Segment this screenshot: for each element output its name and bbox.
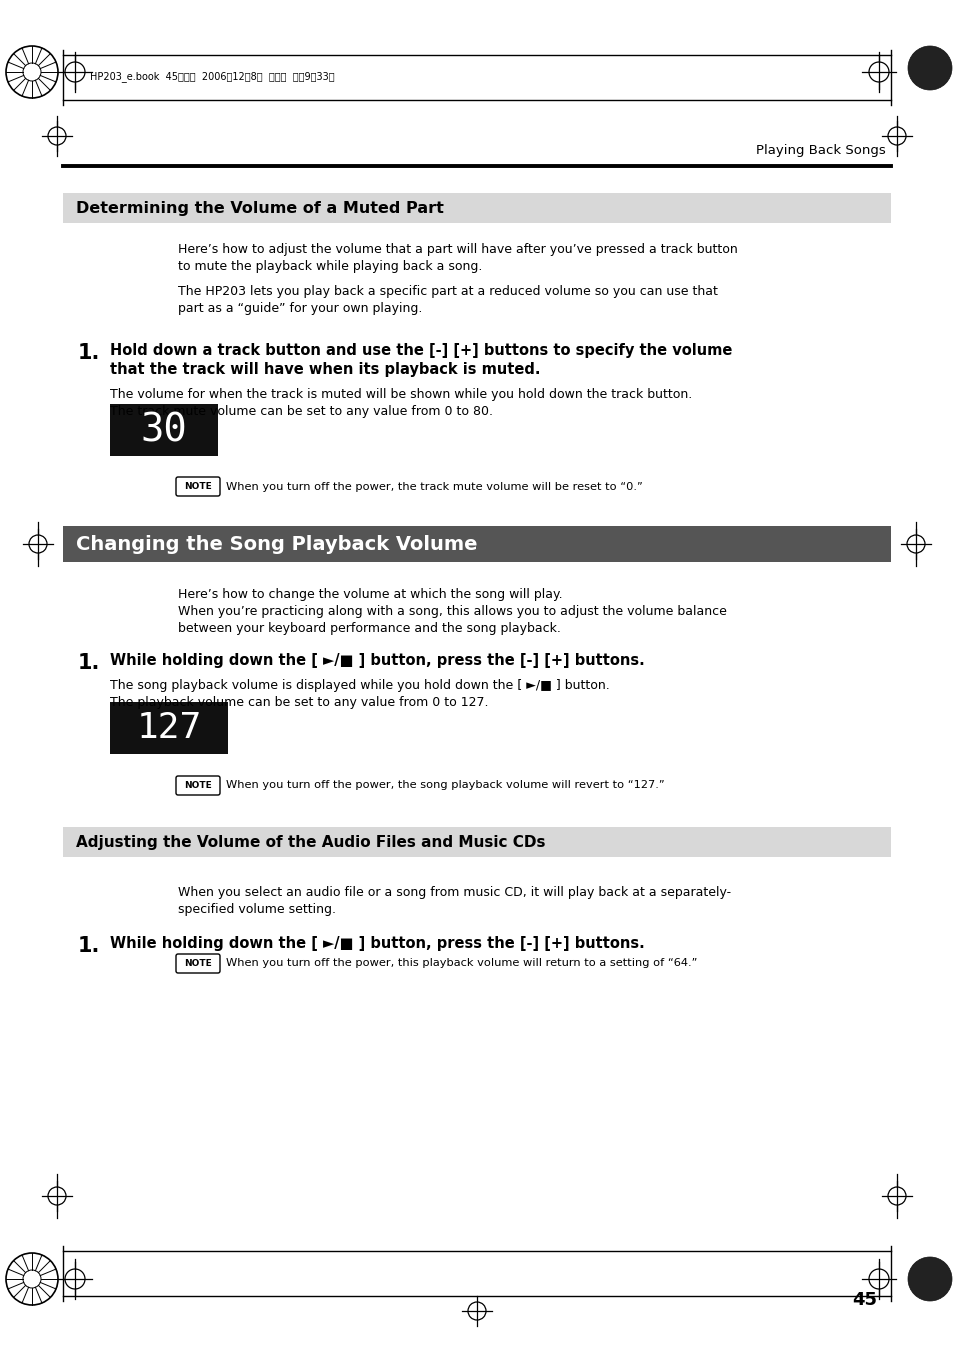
Text: The playback volume can be set to any value from 0 to 127.: The playback volume can be set to any va…	[110, 696, 488, 709]
Text: While holding down the [ ►/■ ] button, press the [-] [+] buttons.: While holding down the [ ►/■ ] button, p…	[110, 936, 644, 951]
Text: Here’s how to adjust the volume that a part will have after you’ve pressed a tra: Here’s how to adjust the volume that a p…	[178, 243, 737, 255]
Text: NOTE: NOTE	[184, 482, 212, 490]
Text: to mute the playback while playing back a song.: to mute the playback while playing back …	[178, 259, 482, 273]
Text: Adjusting the Volume of the Audio Files and Music CDs: Adjusting the Volume of the Audio Files …	[76, 835, 545, 850]
Text: When you select an audio file or a song from music CD, it will play back at a se: When you select an audio file or a song …	[178, 886, 730, 898]
Text: Here’s how to change the volume at which the song will play.: Here’s how to change the volume at which…	[178, 588, 562, 601]
Text: The song playback volume is displayed while you hold down the [ ►/■ ] button.: The song playback volume is displayed wh…	[110, 680, 609, 692]
Text: HP203_e.book  45ページ  2​0​0​6年1​2月8日  金曜日  午前9時33分: HP203_e.book 45ページ 2​0​0​6年1​2月8日 金曜日 午前…	[90, 72, 335, 82]
FancyBboxPatch shape	[63, 193, 890, 223]
Circle shape	[907, 1256, 951, 1301]
Text: 45: 45	[851, 1292, 876, 1309]
Text: Determining the Volume of a Muted Part: Determining the Volume of a Muted Part	[76, 200, 443, 216]
Text: NOTE: NOTE	[184, 959, 212, 969]
Text: When you turn off the power, the song playback volume will revert to “127.”: When you turn off the power, the song pl…	[226, 781, 664, 790]
FancyBboxPatch shape	[175, 775, 220, 794]
FancyBboxPatch shape	[110, 703, 228, 754]
Circle shape	[907, 46, 951, 91]
FancyBboxPatch shape	[110, 404, 218, 457]
Text: The track mute volume can be set to any value from 0 to 80.: The track mute volume can be set to any …	[110, 405, 493, 417]
Text: that the track will have when its playback is muted.: that the track will have when its playba…	[110, 362, 540, 377]
Text: When you’re practicing along with a song, this allows you to adjust the volume b: When you’re practicing along with a song…	[178, 605, 726, 617]
Text: While holding down the [ ►/■ ] button, press the [-] [+] buttons.: While holding down the [ ►/■ ] button, p…	[110, 653, 644, 667]
Text: specified volume setting.: specified volume setting.	[178, 902, 335, 916]
Text: Hold down a track button and use the [-] [+] buttons to specify the volume: Hold down a track button and use the [-]…	[110, 343, 732, 358]
Text: 1.: 1.	[78, 936, 100, 957]
Text: Playing Back Songs: Playing Back Songs	[756, 145, 885, 157]
Text: When you turn off the power, the track mute volume will be reset to “0.”: When you turn off the power, the track m…	[226, 481, 642, 492]
Text: part as a “guide” for your own playing.: part as a “guide” for your own playing.	[178, 303, 422, 315]
FancyBboxPatch shape	[63, 827, 890, 857]
Text: Changing the Song Playback Volume: Changing the Song Playback Volume	[76, 535, 477, 554]
Text: NOTE: NOTE	[184, 781, 212, 790]
Text: The HP203 lets you play back a specific part at a reduced volume so you can use : The HP203 lets you play back a specific …	[178, 285, 717, 299]
Text: 127: 127	[136, 711, 201, 744]
Text: between your keyboard performance and the song playback.: between your keyboard performance and th…	[178, 621, 560, 635]
FancyBboxPatch shape	[175, 954, 220, 973]
Text: 30: 30	[140, 411, 187, 449]
FancyBboxPatch shape	[175, 477, 220, 496]
Text: 1.: 1.	[78, 653, 100, 673]
FancyBboxPatch shape	[63, 526, 890, 562]
Text: 1.: 1.	[78, 343, 100, 363]
Text: When you turn off the power, this playback volume will return to a setting of “6: When you turn off the power, this playba…	[226, 958, 697, 969]
Text: The volume for when the track is muted will be shown while you hold down the tra: The volume for when the track is muted w…	[110, 388, 692, 401]
